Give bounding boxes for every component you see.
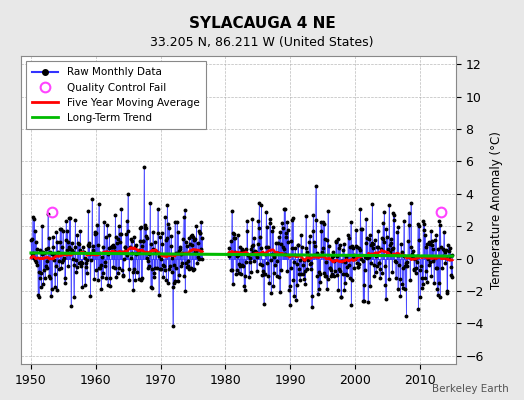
Y-axis label: Temperature Anomaly (°C): Temperature Anomaly (°C) <box>489 131 503 289</box>
Text: Berkeley Earth: Berkeley Earth <box>432 384 508 394</box>
Text: SYLACAUGA 4 NE: SYLACAUGA 4 NE <box>189 16 335 31</box>
Legend: Raw Monthly Data, Quality Control Fail, Five Year Moving Average, Long-Term Tren: Raw Monthly Data, Quality Control Fail, … <box>26 61 206 129</box>
Text: 33.205 N, 86.211 W (United States): 33.205 N, 86.211 W (United States) <box>150 36 374 49</box>
